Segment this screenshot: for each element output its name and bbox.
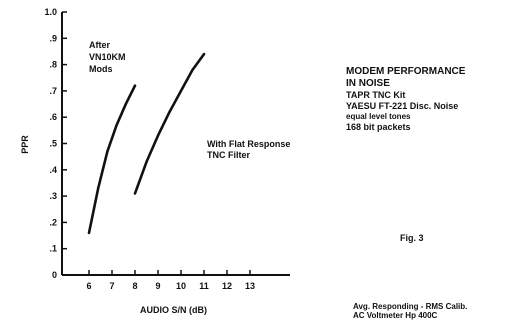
y-tick-label: .6 xyxy=(49,112,57,122)
notes-tones: equal level tones xyxy=(346,112,411,121)
series-label-line: VN10KM xyxy=(89,52,126,62)
series-label-line: Mods xyxy=(89,64,113,74)
y-tick-label: .4 xyxy=(49,165,57,175)
data-point xyxy=(191,68,194,71)
figure-label: Fig. 3 xyxy=(400,233,424,243)
notes-kit: TAPR TNC Kit xyxy=(346,90,406,100)
data-point xyxy=(106,150,109,153)
series-line-flat-filter xyxy=(133,52,206,195)
series-line-after-mods xyxy=(87,84,137,235)
x-tick-label: 11 xyxy=(199,281,209,291)
series-label-line: After xyxy=(89,40,111,50)
notes-heading-line: MODEM PERFORMANCE xyxy=(346,66,466,77)
meter-note: Avg. Responding - RMS Calib. AC Voltmete… xyxy=(353,302,467,320)
data-point xyxy=(168,111,171,113)
data-point xyxy=(203,53,205,55)
y-tick-label: .7 xyxy=(49,86,57,96)
data-point xyxy=(134,192,136,195)
series-label-after-mods: After VN10KM Mods xyxy=(89,39,126,75)
data-point xyxy=(145,161,148,163)
notes-packets: 168 bit packets xyxy=(346,122,411,132)
data-point xyxy=(88,232,90,234)
y-tick-label: 1.0 xyxy=(44,7,57,17)
series-label-line: With Flat Response xyxy=(207,139,291,149)
x-tick-label: 6 xyxy=(86,281,91,291)
chart-notes: MODEM PERFORMANCE IN NOISE TAPR TNC Kit … xyxy=(346,66,516,133)
x-tick-label: 13 xyxy=(245,281,255,291)
data-point xyxy=(97,187,100,190)
x-tick-label: 10 xyxy=(176,281,186,291)
y-tick-label: 0 xyxy=(52,270,57,280)
data-point xyxy=(157,134,159,137)
data-point xyxy=(115,124,118,126)
series-group xyxy=(87,52,206,235)
x-tick-label: 12 xyxy=(222,281,232,291)
notes-heading-line: IN NOISE xyxy=(346,78,390,89)
y-tick-label: .5 xyxy=(49,139,57,149)
x-tick-label: 7 xyxy=(109,281,114,291)
y-axis-ticks: 0 .1 .2 .3 .4 .5 .6 .7 .8 .9 1.0 xyxy=(44,7,67,280)
y-tick-label: .2 xyxy=(49,217,57,227)
x-axis-label: AUDIO S/N (dB) xyxy=(140,305,207,315)
y-axis-label: PPR xyxy=(19,135,30,154)
x-axis-ticks: 6 7 8 9 10 11 12 13 xyxy=(86,270,255,291)
data-point xyxy=(180,90,182,92)
x-tick-label: 9 xyxy=(155,281,160,291)
data-point xyxy=(134,84,136,87)
y-tick-label: .8 xyxy=(49,60,57,70)
x-tick-label: 8 xyxy=(132,281,137,291)
y-tick-label: .1 xyxy=(49,244,57,254)
series-label-line: TNC Filter xyxy=(207,150,251,160)
meter-note-line: AC Voltmeter Hp 400C xyxy=(353,311,438,320)
notes-radio: YAESU FT-221 Disc. Noise xyxy=(346,101,459,111)
data-point xyxy=(124,103,127,105)
meter-note-line: Avg. Responding - RMS Calib. xyxy=(353,302,468,311)
y-tick-label: .3 xyxy=(49,191,57,201)
y-tick-label: .9 xyxy=(49,33,57,43)
series-label-flat-filter: With Flat Response TNC Filter xyxy=(207,139,290,161)
